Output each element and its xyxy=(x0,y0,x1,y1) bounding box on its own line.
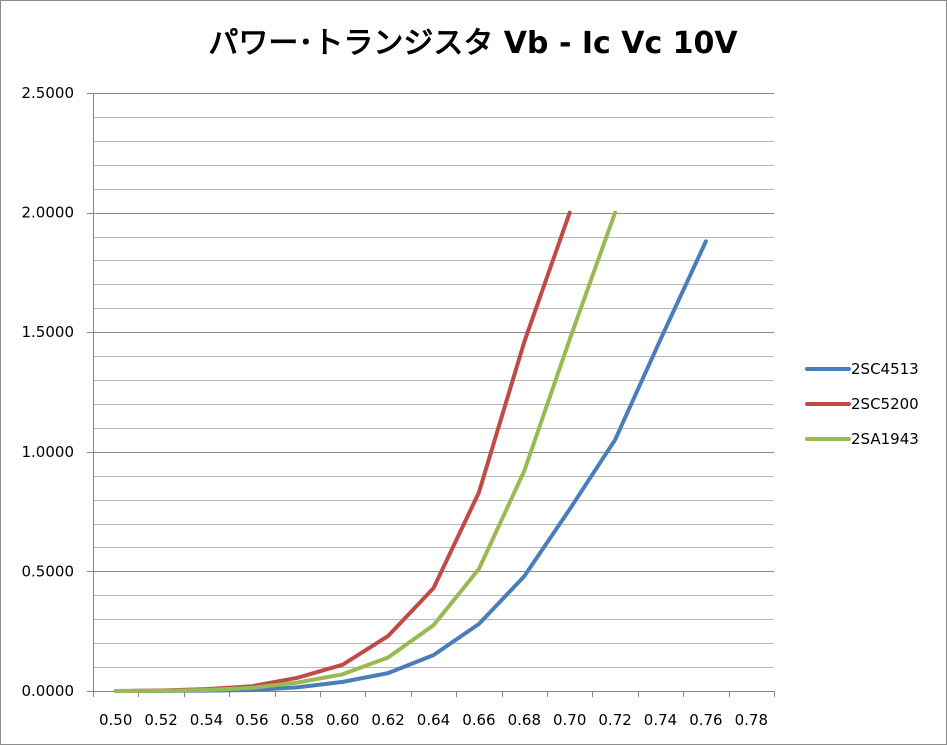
legend-item: 2SC4513 xyxy=(805,360,919,378)
legend-label: 2SC4513 xyxy=(851,360,919,378)
series-line-2SA1943 xyxy=(113,210,618,693)
x-tick-label: 0.56 xyxy=(235,711,268,729)
legend-item: 2SA1943 xyxy=(805,430,919,448)
x-tick-label: 0.60 xyxy=(326,711,359,729)
legend-label: 2SA1943 xyxy=(851,430,919,448)
x-tick-label: 0.74 xyxy=(644,711,677,729)
x-tick-label: 0.68 xyxy=(508,711,541,729)
x-tick-label: 0.52 xyxy=(144,711,177,729)
legend: 2SC4513 2SC5200 2SA1943 xyxy=(805,360,919,448)
x-tick-label: 0.50 xyxy=(99,711,132,729)
x-tick-label: 0.76 xyxy=(689,711,722,729)
series-lines xyxy=(113,210,708,693)
x-tick-labels: 0.50 0.52 0.54 0.56 0.58 0.60 0.62 0.64 0.66 0.68… xyxy=(99,711,768,729)
legend-item: 2SC5200 xyxy=(805,395,919,413)
x-tick-label: 0.64 xyxy=(417,711,450,729)
x-tick-label: 0.72 xyxy=(598,711,631,729)
x-tick-label: 0.70 xyxy=(553,711,586,729)
grid-lines xyxy=(93,93,774,668)
y-tick-label: 1.5000 xyxy=(22,323,75,341)
axes xyxy=(87,93,775,697)
chart-title: パワー･トランジスタ Vb - Ic Vc 10V xyxy=(208,26,738,61)
y-tick-label: 1.0000 xyxy=(22,443,75,461)
x-tick-label: 0.58 xyxy=(281,711,314,729)
x-tick-label: 0.54 xyxy=(190,711,223,729)
y-tick-label: 2.0000 xyxy=(22,204,75,222)
y-tick-labels: 0.0000 0.5000 1.0000 1.5000 2.0000 2.5000 xyxy=(22,84,75,700)
y-tick-label: 0.5000 xyxy=(22,562,75,580)
x-tick-label: 0.66 xyxy=(462,711,495,729)
legend-label: 2SC5200 xyxy=(851,395,919,413)
y-tick-label: 2.5000 xyxy=(22,84,75,102)
x-tick-label: 0.62 xyxy=(371,711,404,729)
y-tick-label: 0.0000 xyxy=(22,682,75,700)
x-tick-label: 0.78 xyxy=(735,711,768,729)
